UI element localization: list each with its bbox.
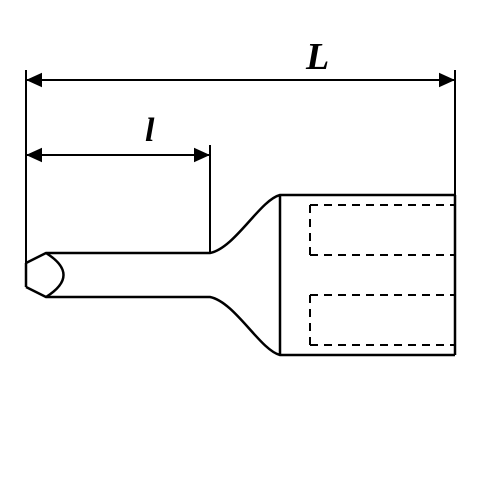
technical-drawing-svg bbox=[0, 0, 500, 500]
dimension-label-l: l bbox=[145, 112, 154, 150]
diagram-canvas: L l bbox=[0, 0, 500, 500]
dimension-label-L: L bbox=[306, 35, 329, 79]
